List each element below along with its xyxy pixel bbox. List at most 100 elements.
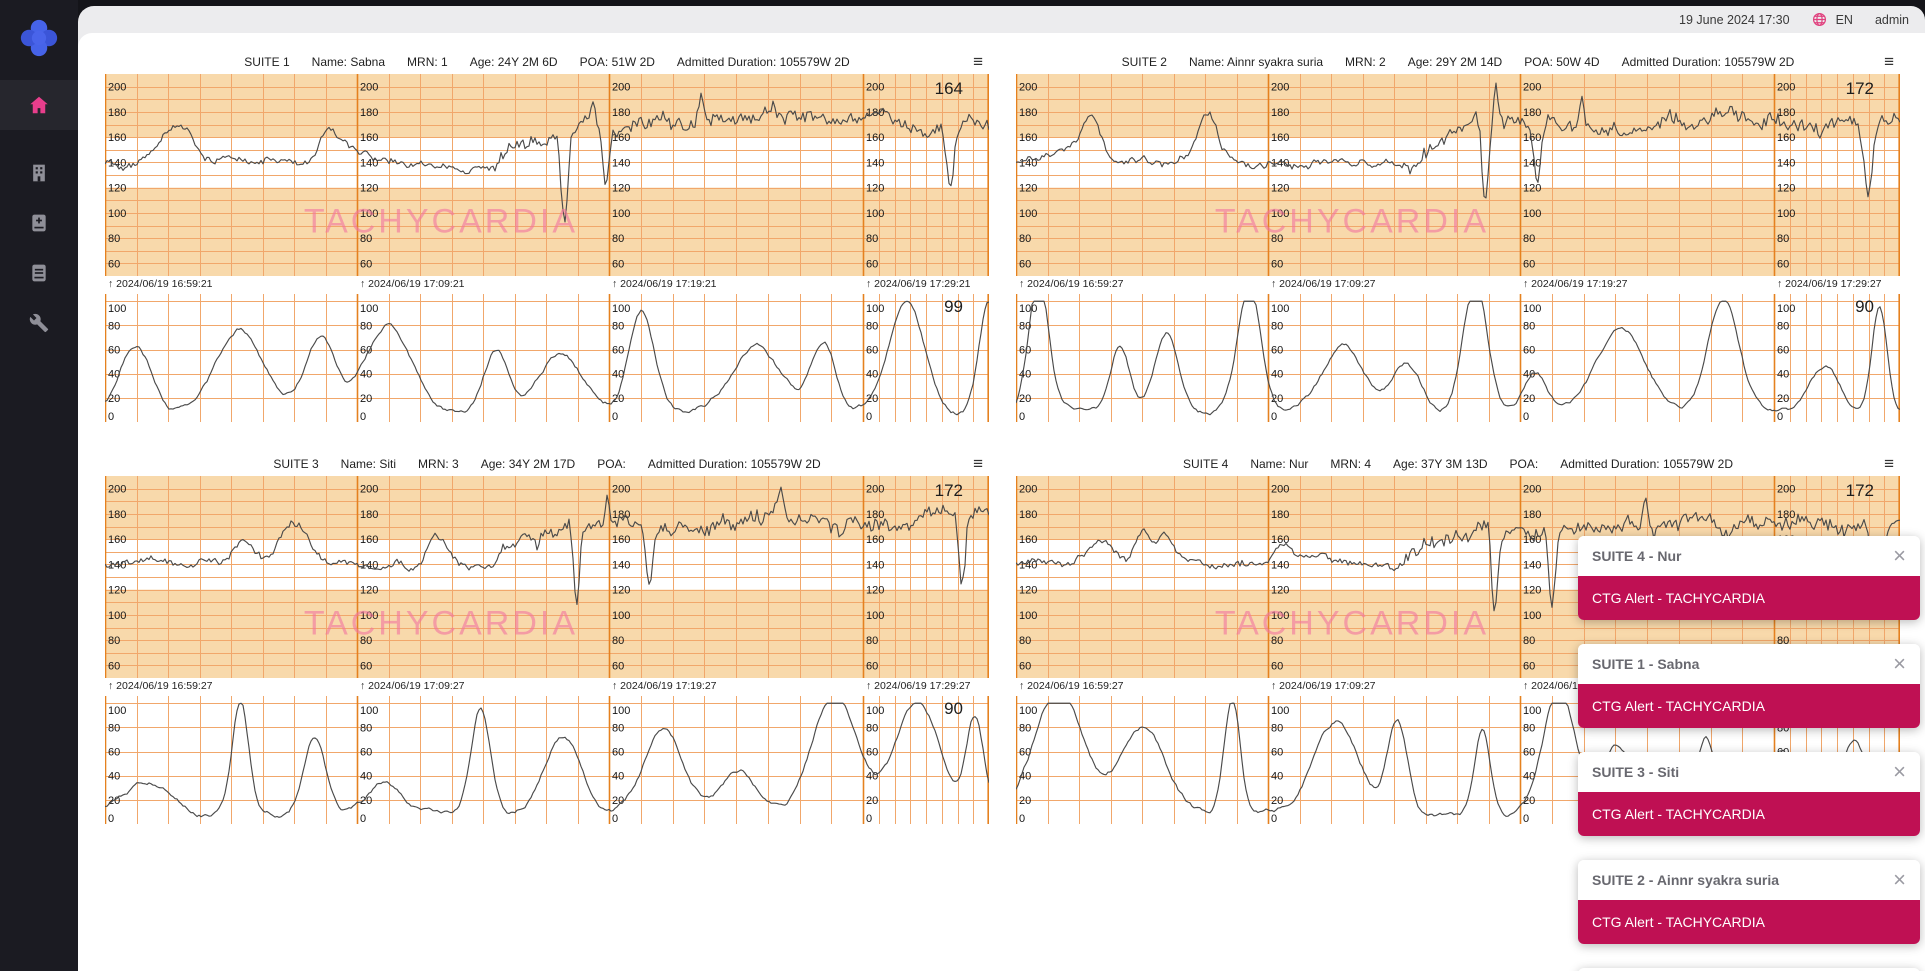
patient-age: Age: 29Y 2M 14D [1407, 55, 1503, 69]
sidebar-item-home[interactable] [0, 80, 78, 130]
fhr-chart: TACHYCARDIA 172 [105, 476, 989, 678]
alert-title: SUITE 2 - Ainnr syakra suria [1592, 872, 1779, 888]
alert-toast: SUITE 3 - Siti × CTG Alert - TACHYCARDIA [1578, 752, 1920, 836]
toco-current-value: 90 [944, 699, 963, 718]
toco-chart: 90 [105, 696, 989, 824]
language-selector[interactable]: EN [1835, 12, 1853, 27]
wrench-icon [29, 313, 49, 333]
toco-chart: 99 [105, 294, 989, 422]
suite-title: SUITE 3 [273, 457, 319, 471]
fhr-chart: TACHYCARDIA 172 [1016, 74, 1900, 276]
hospital-icon [33, 164, 45, 182]
patient-poa: POA: [597, 457, 626, 471]
sidebar-item-admissions[interactable] [0, 198, 78, 248]
patient-name: Name: Ainnr syakra suria [1188, 55, 1324, 69]
fhr-chart-canvas [1016, 74, 1900, 276]
datetime-label: 19 June 2024 17:30 [1679, 12, 1790, 27]
timestamp: ↑ 2024/06/19 16:59:27 [1019, 278, 1124, 290]
alert-message: CTG Alert - TACHYCARDIA [1578, 576, 1920, 620]
alert-title: SUITE 1 - Sabna [1592, 656, 1700, 672]
patient-age: Age: 37Y 3M 13D [1393, 457, 1488, 471]
fhr-current-value: 172 [934, 481, 963, 500]
fhr-current-value: 172 [1845, 481, 1874, 500]
app-logo-icon [17, 16, 61, 60]
alert-message: CTG Alert - TACHYCARDIA [1578, 684, 1920, 728]
fhr-current-value: 164 [934, 79, 963, 98]
alert-toast-stack: SUITE 4 - Nur × CTG Alert - TACHYCARDIA … [1578, 536, 1920, 971]
sidebar-item-settings[interactable] [0, 298, 78, 348]
toco-chart-canvas [105, 294, 989, 422]
suite-menu-button[interactable]: ≡ [1884, 52, 1894, 71]
suite-header: SUITE 2 Name: Ainnr syakra suria MRN: 2 … [1016, 50, 1900, 74]
alert-title: SUITE 4 - Nur [1592, 548, 1682, 564]
topbar: 19 June 2024 17:30 EN admin [78, 6, 1925, 33]
alert-toast-partial [1578, 968, 1920, 971]
close-icon[interactable]: × [1893, 759, 1906, 784]
suite-title: SUITE 1 [244, 55, 290, 69]
toco-current-value: 90 [1855, 297, 1874, 316]
patient-name: Name: Nur [1250, 457, 1309, 471]
suite-panel-3: SUITE 3 Name: Siti MRN: 3 Age: 34Y 2M 17… [105, 452, 989, 824]
timestamp: ↑ 2024/06/19 17:29:21 [866, 278, 971, 290]
fhr-chart-canvas [105, 74, 989, 276]
timestamp-row: ↑ 2024/06/19 16:59:27 ↑ 2024/06/19 17:09… [1016, 277, 1900, 293]
close-icon[interactable]: × [1893, 651, 1906, 676]
patient-age: Age: 34Y 2M 17D [480, 457, 576, 471]
sidebar-item-hospital[interactable] [0, 148, 78, 198]
timestamp: ↑ 2024/06/19 17:19:21 [612, 278, 717, 290]
patient-name: Name: Sabna [311, 55, 386, 69]
admitted-duration: Admitted Duration: 105579W 2D [647, 457, 821, 471]
admitted-duration: Admitted Duration: 105579W 2D [1621, 55, 1795, 69]
toco-chart-canvas [105, 696, 989, 824]
patient-poa: POA: 50W 4D [1524, 55, 1600, 69]
alert-toast: SUITE 1 - Sabna × CTG Alert - TACHYCARDI… [1578, 644, 1920, 728]
globe-icon [1812, 12, 1826, 27]
toco-chart: 90 [1016, 294, 1900, 422]
patient-mrn: MRN: 2 [1345, 55, 1386, 69]
suite-panel-2: SUITE 2 Name: Ainnr syakra suria MRN: 2 … [1016, 50, 1900, 422]
records-book-icon [32, 264, 46, 282]
suite-header: SUITE 1 Name: Sabna MRN: 1 Age: 24Y 2M 6… [105, 50, 989, 74]
alert-message: CTG Alert - TACHYCARDIA [1578, 900, 1920, 944]
close-icon[interactable]: × [1893, 543, 1906, 568]
timestamp: ↑ 2024/06/19 16:59:21 [108, 278, 213, 290]
patient-age: Age: 24Y 2M 6D [469, 55, 558, 69]
timestamp: ↑ 2024/06/19 17:09:27 [1271, 680, 1376, 692]
patient-mrn: MRN: 3 [418, 457, 459, 471]
alert-title: SUITE 3 - Siti [1592, 764, 1680, 780]
fhr-current-value: 172 [1845, 79, 1874, 98]
timestamp: ↑ 2024/06/19 16:59:27 [108, 680, 213, 692]
admitted-duration: Admitted Duration: 105579W 2D [676, 55, 850, 69]
suite-header: SUITE 4 Name: Nur MRN: 4 Age: 37Y 3M 13D… [1016, 452, 1900, 476]
sidebar-item-records[interactable] [0, 248, 78, 298]
patient-poa: POA: [1509, 457, 1539, 471]
close-icon[interactable]: × [1893, 867, 1906, 892]
timestamp-row: ↑ 2024/06/19 16:59:27 ↑ 2024/06/19 17:09… [105, 679, 989, 695]
suite-panel-1: SUITE 1 Name: Sabna MRN: 1 Age: 24Y 2M 6… [105, 50, 989, 422]
timestamp: ↑ 2024/06/19 17:09:27 [360, 680, 465, 692]
timestamp: ↑ 2024/06/19 17:09:27 [1271, 278, 1376, 290]
timestamp: ↑ 2024/06/19 17:29:27 [866, 680, 971, 692]
alert-toast: SUITE 2 - Ainnr syakra suria × CTG Alert… [1578, 860, 1920, 944]
patient-mrn: MRN: 1 [407, 55, 448, 69]
user-menu[interactable]: admin [1874, 12, 1909, 27]
toco-current-value: 99 [944, 297, 963, 316]
patient-mrn: MRN: 4 [1330, 457, 1372, 471]
suite-menu-button[interactable]: ≡ [973, 52, 983, 71]
patient-book-plus-icon [32, 214, 46, 232]
suite-header: SUITE 3 Name: Siti MRN: 3 Age: 34Y 2M 17… [105, 452, 989, 476]
alert-message: CTG Alert - TACHYCARDIA [1578, 792, 1920, 836]
toco-chart-canvas [1016, 294, 1900, 422]
fhr-chart-canvas [105, 476, 989, 678]
suite-menu-button[interactable]: ≡ [973, 454, 983, 473]
suite-title: SUITE 4 [1182, 457, 1229, 471]
suite-menu-button[interactable]: ≡ [1884, 454, 1894, 473]
patient-poa: POA: 51W 2D [579, 55, 655, 69]
patient-name: Name: Siti [340, 457, 397, 471]
timestamp: ↑ 2024/06/19 17:29:27 [1777, 278, 1882, 290]
fhr-chart: TACHYCARDIA 164 [105, 74, 989, 276]
timestamp: ↑ 2024/06/19 17:19:27 [612, 680, 717, 692]
admitted-duration: Admitted Duration: 105579W 2D [1560, 457, 1733, 471]
timestamp-row: ↑ 2024/06/19 16:59:21 ↑ 2024/06/19 17:09… [105, 277, 989, 293]
sidebar [0, 0, 78, 971]
